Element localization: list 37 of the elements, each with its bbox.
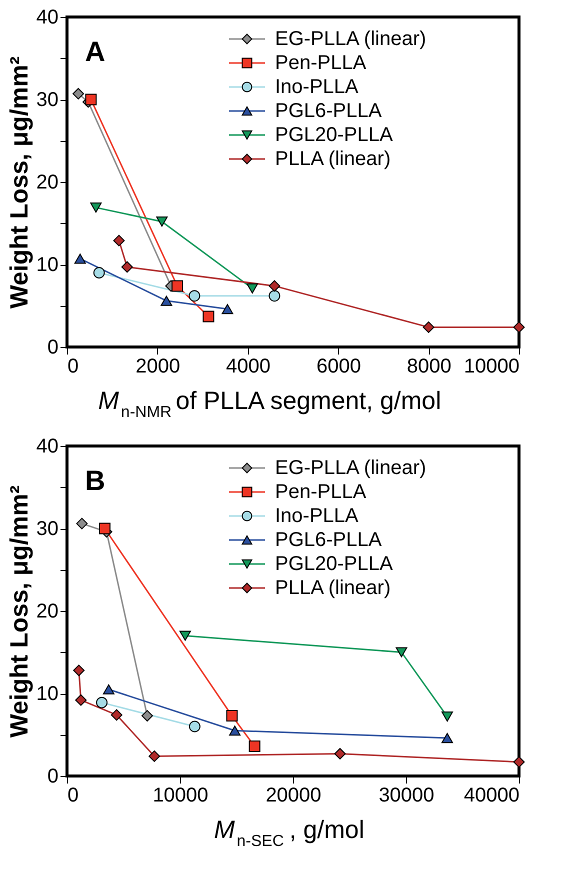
y-tick-label: 10 — [36, 683, 58, 705]
annotation: A — [85, 36, 106, 67]
x-tick-label: 8000 — [406, 356, 452, 378]
legend-label: PGL6-PLLA — [275, 529, 382, 551]
x-tick-label: 6000 — [316, 356, 361, 378]
legend-label: Ino-PLLA — [275, 76, 360, 98]
x-tick-label: 0 — [68, 784, 79, 806]
x-tick-label: 30000 — [378, 784, 434, 806]
y-tick-label: 10 — [36, 254, 58, 276]
legend-label: Ino-PLLA — [275, 505, 360, 527]
legend-label: Pen-PLLA — [275, 52, 367, 74]
x-tick-label: 20000 — [266, 784, 322, 806]
y-tick-label: 40 — [36, 436, 58, 458]
legend-label: EG-PLLA (linear) — [275, 28, 426, 50]
legend-label: PGL20-PLLA — [275, 124, 394, 146]
y-axis-title: Weight Loss, μg/mm² — [5, 56, 34, 309]
x-tick-label: 10000 — [464, 356, 520, 378]
x-tick-label: 40000 — [464, 784, 520, 806]
y-axis-title: Weight Loss, μg/mm² — [5, 485, 34, 738]
x-tick-label: 4000 — [226, 356, 271, 378]
y-tick-label: 40 — [36, 6, 58, 28]
x-tick-label: 10000 — [152, 784, 208, 806]
y-tick-label: 20 — [36, 600, 58, 622]
y-tick-label: 30 — [36, 518, 58, 540]
legend-label: EG-PLLA (linear) — [275, 457, 426, 479]
y-tick-label: 0 — [47, 766, 58, 788]
x-tick-label: 0 — [68, 356, 79, 378]
legend-label: PGL6-PLLA — [275, 100, 382, 122]
x-tick-label: 2000 — [136, 356, 180, 378]
annotation: B — [85, 465, 106, 496]
legend-label: Pen-PLLA — [275, 481, 367, 503]
legend-label: PLLA (linear) — [275, 577, 391, 599]
legend-label: PGL20-PLLA — [275, 553, 394, 575]
y-tick-label: 20 — [36, 172, 58, 194]
legend-label: PLLA (linear) — [275, 148, 391, 170]
y-tick-label: 0 — [47, 336, 58, 358]
y-tick-label: 30 — [36, 89, 58, 111]
